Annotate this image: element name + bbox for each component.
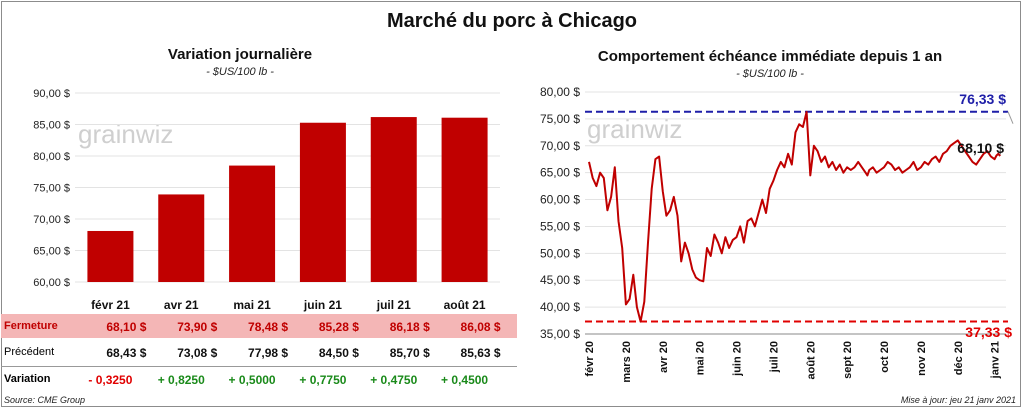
x-tick-label: juin 20: [732, 341, 744, 377]
change-cell: + 0,7750: [299, 373, 347, 387]
x-tick-label: févr 21: [91, 298, 130, 312]
last-value-label: 68,10 $: [957, 140, 1004, 156]
previous-cell: 85,63 $: [460, 346, 501, 360]
min-value-label: 37,33 $: [965, 324, 1012, 340]
close-row-label: Fermeture: [4, 320, 58, 332]
bar-chart: grainwiz 60,00 $65,00 $70,00 $75,00 $80,…: [33, 88, 500, 312]
x-tick-label: avr 20: [658, 341, 670, 373]
change-cell: + 0,4500: [441, 373, 489, 387]
x-tick-label: janv 21: [990, 341, 1002, 379]
change-cell: + 0,4750: [370, 373, 418, 387]
y-tick-label: 75,00 $: [540, 112, 580, 126]
change-cell: - 0,3250: [88, 373, 133, 387]
y-tick-label: 70,00 $: [540, 139, 580, 153]
bar: [158, 194, 205, 282]
y-tick-label: 80,00 $: [540, 85, 580, 99]
change-row-label: Variation: [4, 373, 51, 385]
y-tick-label: 35,00 $: [540, 327, 580, 341]
x-tick-label: juin 21: [303, 298, 342, 312]
x-tick-label: mars 20: [621, 341, 633, 383]
y-tick-label: 85,00 $: [33, 120, 70, 132]
bar: [441, 117, 488, 282]
max-label-leader: [1007, 111, 1014, 124]
previous-cell: 73,08 $: [177, 346, 218, 360]
close-cell: 85,28 $: [318, 320, 359, 334]
bar: [299, 122, 346, 283]
previous-cell: 84,50 $: [318, 346, 359, 360]
y-tick-label: 45,00 $: [540, 273, 580, 287]
close-cell: 86,08 $: [460, 320, 501, 334]
page-title: Marché du porc à Chicago: [386, 10, 638, 32]
previous-cell: 77,98 $: [248, 346, 289, 360]
y-tick-label: 65,00 $: [33, 246, 70, 258]
x-tick-label: déc 20: [953, 341, 965, 375]
y-tick-label: 70,00 $: [33, 214, 70, 226]
previous-row-label: Précédent: [4, 346, 55, 358]
x-tick-label: juil 20: [768, 341, 780, 373]
x-tick-label: avr 21: [164, 298, 199, 312]
close-cell: 86,18 $: [389, 320, 430, 334]
x-tick-label: févr 20: [584, 341, 596, 376]
bar: [229, 165, 276, 282]
bar: [370, 117, 417, 282]
price-series-line: [588, 110, 1001, 323]
previous-cell: 68,43 $: [106, 346, 147, 360]
x-tick-label: mai 20: [695, 341, 707, 375]
x-tick-label: nov 20: [916, 341, 928, 376]
y-tick-label: 50,00 $: [540, 246, 580, 260]
y-tick-label: 75,00 $: [33, 183, 70, 195]
x-tick-label: août 21: [444, 298, 486, 312]
close-cell: 73,90 $: [177, 320, 218, 334]
update-note: Mise à jour: jeu 21 janv 2021: [900, 395, 1016, 405]
change-cell: + 0,8250: [157, 373, 205, 387]
y-tick-label: 55,00 $: [540, 219, 580, 233]
right-panel-subtitle: - $US/100 lb -: [736, 68, 804, 80]
x-tick-label: juil 21: [376, 298, 411, 312]
source-note: Source: CME Group: [4, 395, 86, 405]
right-panel-title: Comportement échéance immédiate depuis 1…: [597, 48, 943, 65]
table-divider: [1, 366, 517, 367]
x-tick-label: mai 21: [233, 298, 271, 312]
close-cell: 68,10 $: [106, 320, 147, 334]
x-tick-label: sept 20: [842, 341, 854, 379]
close-cell: 78,48 $: [248, 320, 289, 334]
bar: [87, 230, 134, 282]
close-row-bg: [1, 314, 517, 338]
left-panel-subtitle: - $US/100 lb -: [206, 66, 274, 78]
y-tick-label: 65,00 $: [540, 166, 580, 180]
y-tick-label: 60,00 $: [33, 277, 70, 289]
x-tick-label: oct 20: [879, 341, 891, 373]
left-panel-title: Variation journalière: [167, 46, 313, 63]
max-value-label: 76,33 $: [959, 91, 1006, 107]
y-tick-label: 40,00 $: [540, 300, 580, 314]
y-tick-label: 60,00 $: [540, 193, 580, 207]
previous-cell: 85,70 $: [389, 346, 430, 360]
y-tick-label: 90,00 $: [33, 88, 70, 100]
y-tick-label: 80,00 $: [33, 151, 70, 163]
x-tick-label: août 20: [805, 341, 817, 380]
change-cell: + 0,5000: [228, 373, 276, 387]
